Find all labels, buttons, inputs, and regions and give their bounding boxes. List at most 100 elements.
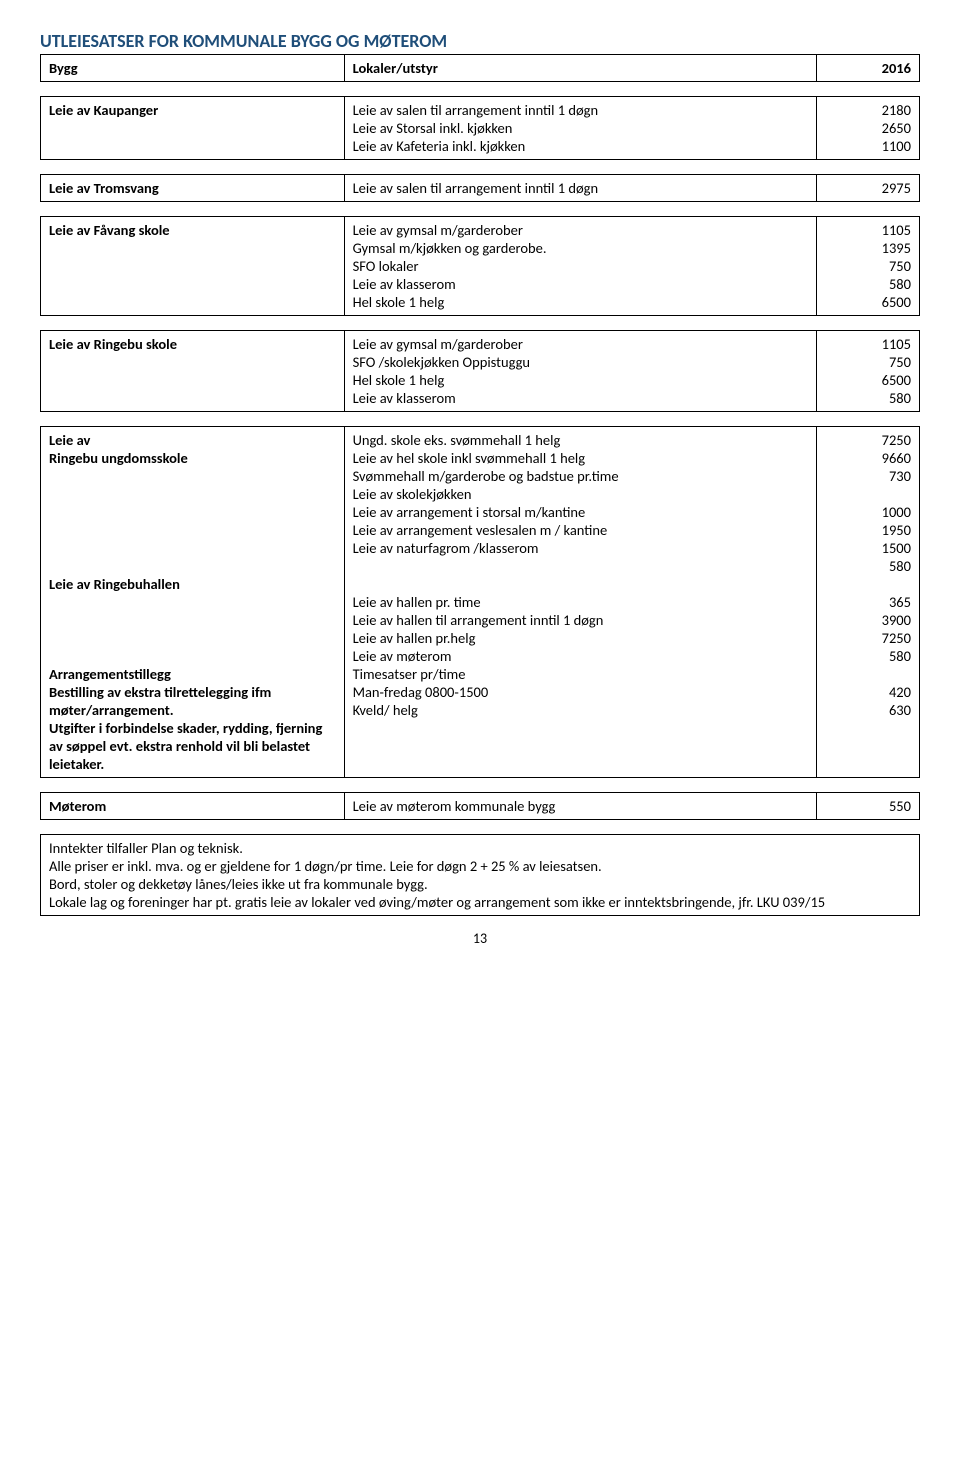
bygg-label: Leie av Kaupanger <box>41 97 345 160</box>
col-header-lokaler: Lokaler/utstyr <box>344 55 817 82</box>
item-text: Leie av salen til arrangement inntil 1 d… <box>353 179 809 197</box>
item-text: Leie av hel skole inkl svømmehall 1 helg <box>353 449 809 467</box>
lokaler-cell: Leie av salen til arrangement inntil 1 d… <box>344 175 817 202</box>
note-text: Lokale lag og foreninger har pt. gratis … <box>49 893 911 911</box>
table-notes: Inntekter tilfaller Plan og teknisk. All… <box>40 834 920 916</box>
price-value: 2650 <box>825 119 911 137</box>
item-text: Leie av klasserom <box>353 275 809 293</box>
price-value: 2975 <box>825 179 911 197</box>
item-text: Leie av klasserom <box>353 389 809 407</box>
item-text: SFO lokaler <box>353 257 809 275</box>
item-text: Leie av Storsal inkl. kjøkken <box>353 119 809 137</box>
bygg-line: Bestilling av ekstra tilrettelegging ifm… <box>49 683 336 719</box>
page-number: 13 <box>40 930 920 947</box>
item-text: Svømmehall m/garderobe og badstue pr.tim… <box>353 467 809 485</box>
bygg-label: Leie av Tromsvang <box>41 175 345 202</box>
item-text: Leie av møterom <box>353 647 809 665</box>
bygg-label: Leie av Ringebu skole <box>41 331 345 412</box>
bygg-label: Leie av Ringebu ungdomsskole Leie av Rin… <box>41 427 345 778</box>
note-text: Inntekter tilfaller Plan og teknisk. <box>49 839 911 857</box>
item-text: Leie av skolekjøkken <box>353 485 809 503</box>
price-value: 420 <box>825 683 911 701</box>
price-value: 580 <box>825 557 911 575</box>
table-row: Inntekter tilfaller Plan og teknisk. All… <box>41 835 920 916</box>
item-text: Leie av arrangement i storsal m/kantine <box>353 503 809 521</box>
price-value: 1500 <box>825 539 911 557</box>
table-row: Møterom Leie av møterom kommunale bygg 5… <box>41 793 920 820</box>
spacer <box>49 593 336 611</box>
price-value: 1000 <box>825 503 911 521</box>
price-value: 550 <box>825 797 911 815</box>
price-value: 6500 <box>825 293 911 311</box>
table-ungdomsskole-group: Leie av Ringebu ungdomsskole Leie av Rin… <box>40 426 920 778</box>
item-text: Leie av hallen pr. time <box>353 593 809 611</box>
price-cell: 2180 2650 1100 <box>817 97 920 160</box>
note-text: Alle priser er inkl. mva. og er gjeldene… <box>49 857 911 875</box>
price-value: 1105 <box>825 221 911 239</box>
price-value: 7250 <box>825 629 911 647</box>
bygg-line: Arrangementstillegg <box>49 665 336 683</box>
price-value: 630 <box>825 701 911 719</box>
lokaler-cell: Leie av møterom kommunale bygg <box>344 793 817 820</box>
item-text: Leie av gymsal m/garderober <box>353 221 809 239</box>
rates-table-header: Bygg Lokaler/utstyr 2016 <box>40 54 920 82</box>
price-value: 580 <box>825 647 911 665</box>
page-title: UTLEIESATSER FOR KOMMUNALE BYGG OG MØTER… <box>40 30 920 52</box>
item-text: Leie av naturfagrom /klasserom <box>353 539 809 557</box>
item-text: Kveld/ helg <box>353 701 809 719</box>
table-kaupanger: Leie av Kaupanger Leie av salen til arra… <box>40 96 920 160</box>
table-row: Leie av Fåvang skole Leie av gymsal m/ga… <box>41 217 920 316</box>
item-text: Leie av gymsal m/garderober <box>353 335 809 353</box>
spacer <box>49 539 336 557</box>
item-text: Timesatser pr/time <box>353 665 809 683</box>
price-value: 9660 <box>825 449 911 467</box>
spacer <box>353 575 809 593</box>
notes-cell: Inntekter tilfaller Plan og teknisk. All… <box>41 835 920 916</box>
col-header-year: 2016 <box>817 55 920 82</box>
bygg-line: Leie av Ringebuhallen <box>49 575 336 593</box>
table-tromsvang: Leie av Tromsvang Leie av salen til arra… <box>40 174 920 202</box>
price-cell: 2975 <box>817 175 920 202</box>
lokaler-cell: Leie av gymsal m/garderober SFO /skolekj… <box>344 331 817 412</box>
item-text: Leie av møterom kommunale bygg <box>353 797 809 815</box>
item-text: SFO /skolekjøkken Oppistuggu <box>353 353 809 371</box>
price-value: 7250 <box>825 431 911 449</box>
bygg-line: Utgifter i forbindelse skader, rydding, … <box>49 719 336 773</box>
item-text: Leie av salen til arrangement inntil 1 d… <box>353 101 809 119</box>
item-text: Man-fredag 0800-1500 <box>353 683 809 701</box>
item-text: Gymsal m/kjøkken og garderobe. <box>353 239 809 257</box>
lokaler-cell: Leie av gymsal m/garderober Gymsal m/kjø… <box>344 217 817 316</box>
price-value: 1105 <box>825 335 911 353</box>
spacer <box>49 611 336 629</box>
bygg-line: Leie av <box>49 431 336 449</box>
table-row: Leie av Tromsvang Leie av salen til arra… <box>41 175 920 202</box>
table-favang: Leie av Fåvang skole Leie av gymsal m/ga… <box>40 216 920 316</box>
price-value: 6500 <box>825 371 911 389</box>
item-text: Leie av arrangement veslesalen m / kanti… <box>353 521 809 539</box>
price-value: 1395 <box>825 239 911 257</box>
col-header-bygg: Bygg <box>41 55 345 82</box>
spacer <box>49 485 336 503</box>
bygg-label: Leie av Fåvang skole <box>41 217 345 316</box>
price-value: 750 <box>825 353 911 371</box>
spacer <box>49 647 336 665</box>
bygg-label: Møterom <box>41 793 345 820</box>
spacer <box>49 557 336 575</box>
spacer <box>825 665 911 683</box>
table-row: Leie av Kaupanger Leie av salen til arra… <box>41 97 920 160</box>
price-value: 3900 <box>825 611 911 629</box>
table-row: Leie av Ringebu skole Leie av gymsal m/g… <box>41 331 920 412</box>
item-text: Leie av Kafeteria inkl. kjøkken <box>353 137 809 155</box>
spacer <box>825 485 911 503</box>
price-value: 580 <box>825 389 911 407</box>
item-text: Ungd. skole eks. svømmehall 1 helg <box>353 431 809 449</box>
lokaler-cell: Leie av salen til arrangement inntil 1 d… <box>344 97 817 160</box>
table-header-row: Bygg Lokaler/utstyr 2016 <box>41 55 920 82</box>
item-text: Leie av hallen til arrangement inntil 1 … <box>353 611 809 629</box>
spacer <box>353 557 809 575</box>
table-row: Leie av Ringebu ungdomsskole Leie av Rin… <box>41 427 920 778</box>
price-cell: 1105 1395 750 580 6500 <box>817 217 920 316</box>
price-value: 730 <box>825 467 911 485</box>
price-value: 2180 <box>825 101 911 119</box>
spacer <box>825 575 911 593</box>
